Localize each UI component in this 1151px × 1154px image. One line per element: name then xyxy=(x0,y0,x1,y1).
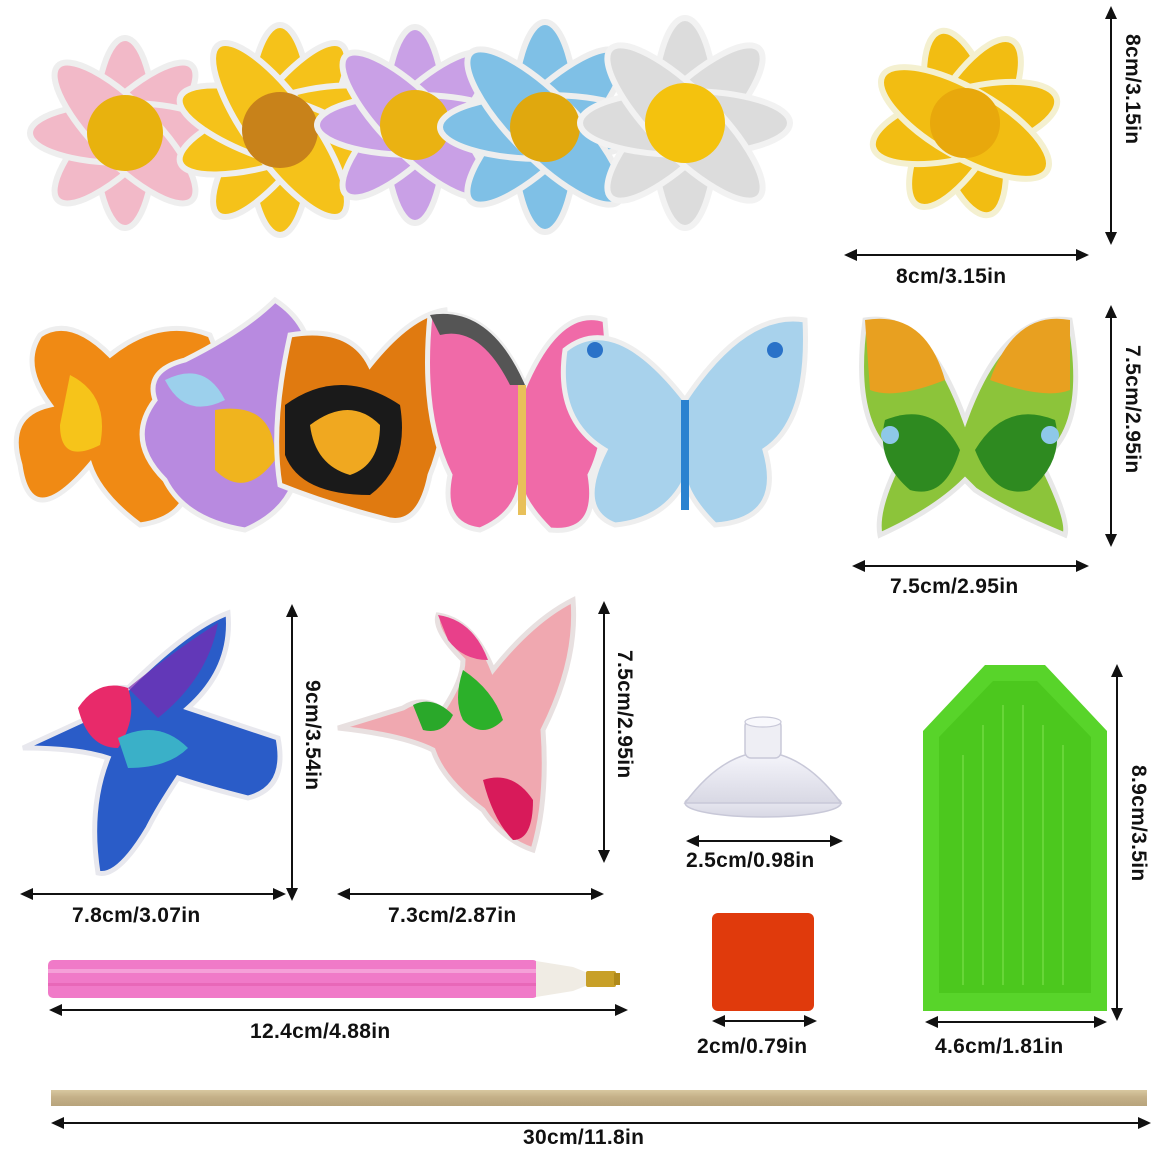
flower-width-label: 8cm/3.15in xyxy=(896,265,1007,288)
butterfly-sticker-monarch xyxy=(274,307,451,523)
flower-sticker-pink xyxy=(27,35,223,231)
suction-cup xyxy=(683,716,843,818)
wooden-stick-width-label: 30cm/11.8in xyxy=(523,1126,645,1149)
butterfly-sticker-purple xyxy=(139,296,314,533)
hummingbird-sticker-pink xyxy=(337,596,577,854)
flower-sticker-white xyxy=(577,15,793,231)
drill-pen-width-label: 12.4cm/4.88in xyxy=(250,1020,391,1043)
suction-cup-width-label: 2.5cm/0.98in xyxy=(686,849,815,872)
butterfly-width-label: 7.5cm/2.95in xyxy=(890,575,1019,598)
hummingbird-sticker-blue xyxy=(21,609,283,876)
butterfly-height-label: 7.5cm/2.95in xyxy=(1121,345,1144,474)
wooden-stick xyxy=(51,1090,1147,1106)
diamond-drill-pen xyxy=(48,960,620,998)
tray-width-label: 4.6cm/1.81in xyxy=(935,1035,1064,1058)
hummingbird-blue-width-label: 7.8cm/3.07in xyxy=(72,904,201,927)
diamond-tray xyxy=(923,665,1107,1011)
hummingbird-pink-width-label: 7.3cm/2.87in xyxy=(388,904,517,927)
tray-height-label: 8.9cm/3.5in xyxy=(1127,765,1150,882)
hummingbird-pink-height-label: 7.5cm/2.95in xyxy=(613,650,636,779)
butterfly-sticker-single xyxy=(859,316,1079,539)
butterfly-sticker-light-blue xyxy=(560,316,808,528)
hummingbird-blue-height-label: 9cm/3.54in xyxy=(301,680,324,791)
flower-sticker-single xyxy=(869,27,1061,219)
glue-clay-width-label: 2cm/0.79in xyxy=(697,1035,808,1058)
flower-height-label: 8cm/3.15in xyxy=(1121,34,1144,145)
glue-clay xyxy=(712,913,814,1011)
